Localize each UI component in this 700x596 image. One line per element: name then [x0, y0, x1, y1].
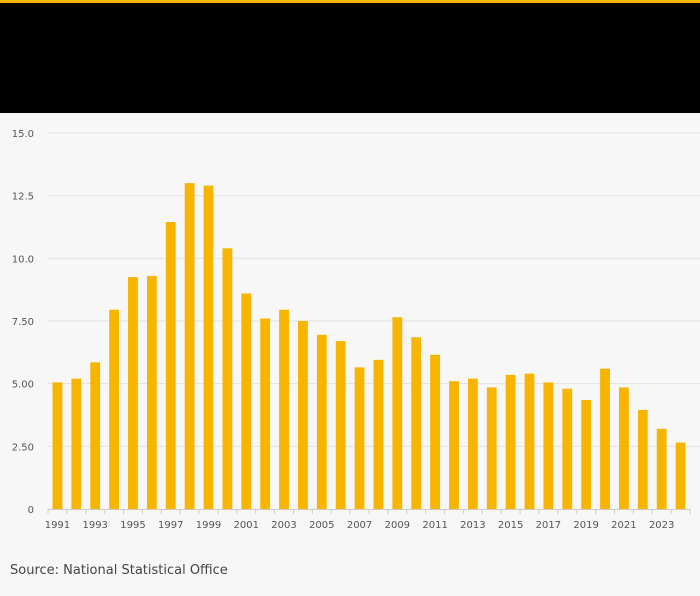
bar-2015 [505, 374, 516, 509]
x-tick-label: 2015 [498, 520, 523, 531]
top-accent-bar [0, 0, 700, 3]
y-tick-label: 7.50 [12, 317, 34, 328]
bar-2009 [392, 317, 403, 509]
y-tick-label: 0 [28, 505, 34, 516]
bar-1998 [184, 183, 195, 509]
y-tick-label: 10.0 [12, 254, 34, 265]
x-axis [47, 509, 691, 514]
bar-2005 [316, 334, 327, 509]
bar-2020 [600, 368, 610, 509]
bar-2017 [543, 382, 554, 509]
x-tick-label: 2001 [234, 520, 259, 531]
x-tick-label: 2021 [611, 520, 636, 531]
x-tick-label: 1995 [120, 520, 145, 531]
x-tick-label: 1997 [158, 520, 183, 531]
y-tick-label: 5.00 [12, 380, 34, 391]
x-tick-label: 2011 [422, 520, 447, 531]
bar-2011 [430, 354, 440, 509]
bar-1996 [146, 275, 157, 509]
source-note: Source: National Statistical Office [10, 563, 228, 578]
x-tick-label: 2017 [536, 520, 561, 531]
bars [52, 183, 686, 509]
bar-1994 [109, 309, 119, 509]
x-tick-label: 2005 [309, 520, 334, 531]
x-tick-label: 2013 [460, 520, 485, 531]
bar-2001 [241, 293, 252, 509]
bar-1992 [71, 378, 82, 509]
x-tick-label: 2019 [573, 520, 598, 531]
bar-2019 [581, 399, 592, 509]
bar-2021 [619, 387, 629, 509]
bar-2013 [467, 378, 478, 509]
x-axis-ticks: 1991 1993 1995 1997 1999 2001 2003 2005 2007 2009… [45, 520, 675, 531]
x-tick-label: 2023 [649, 520, 674, 531]
y-tick-label: 15.0 [12, 129, 34, 140]
bar-2018 [562, 388, 573, 509]
bar-1995 [128, 277, 138, 509]
bar-2004 [298, 321, 308, 509]
y-tick-label: 2.50 [12, 442, 34, 453]
x-tick-label: 1993 [82, 520, 107, 531]
header-band [0, 3, 700, 113]
x-tick-label: 2003 [271, 520, 296, 531]
bar-2008 [373, 359, 384, 509]
bar-2016 [524, 373, 535, 509]
x-tick-label: 1991 [45, 520, 70, 531]
y-tick-label: 12.5 [12, 192, 34, 203]
bar-1997 [165, 221, 176, 509]
x-tick-label: 2007 [347, 520, 372, 531]
bar-2002 [260, 318, 271, 509]
bar-1991 [52, 382, 63, 509]
x-tick-label: 1999 [196, 520, 221, 531]
bar-2003 [279, 309, 289, 509]
bar-1993 [90, 362, 101, 509]
bar-2023 [656, 428, 667, 509]
bar-2022 [637, 409, 648, 509]
bar-2024 [675, 442, 686, 509]
bar-2012 [449, 381, 459, 509]
bar-2007 [354, 367, 365, 509]
bar-2014 [486, 387, 497, 509]
bar-2006 [335, 341, 346, 509]
bar-1999 [203, 185, 214, 509]
bar-2000 [222, 248, 233, 509]
chart-area: 0 2.50 5.00 7.50 10.0 12.5 15.0 1991 1993 1995 19… [0, 113, 700, 553]
x-tick-label: 2009 [385, 520, 410, 531]
y-axis-ticks: 0 2.50 5.00 7.50 10.0 12.5 15.0 [12, 129, 34, 516]
bar-2010 [411, 337, 422, 509]
